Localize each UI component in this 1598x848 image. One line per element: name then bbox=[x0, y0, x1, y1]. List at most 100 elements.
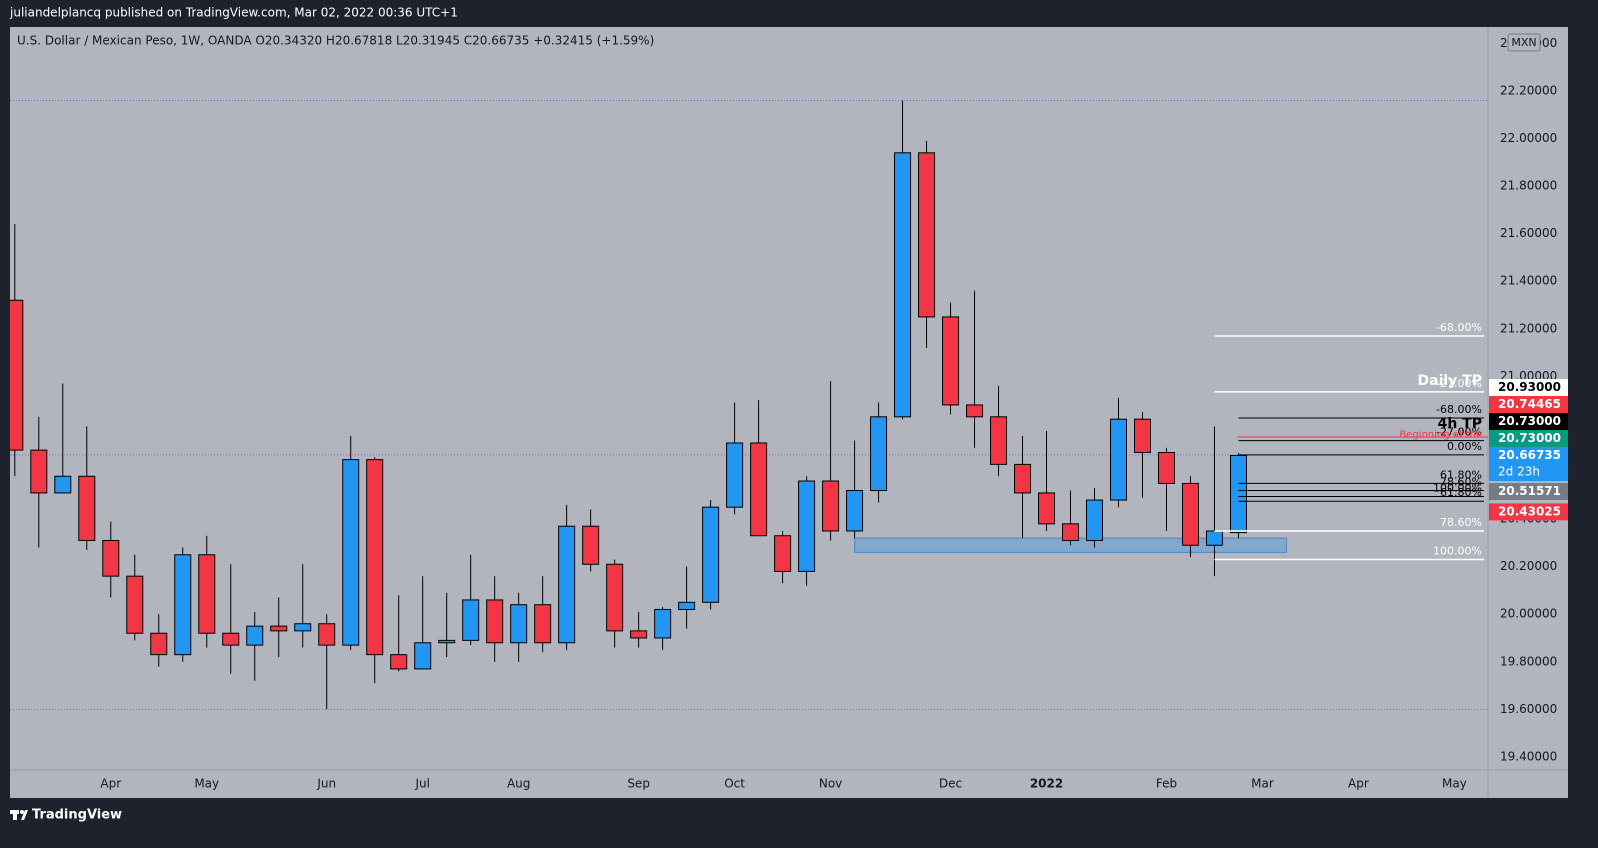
candle-body bbox=[990, 416, 1008, 465]
axes: 19.40000 19.60000 19.80000 20.00000 20.20000… bbox=[100, 36, 1568, 791]
candle-body bbox=[918, 152, 936, 318]
y-tick-label: 19.80000 bbox=[1500, 654, 1557, 668]
x-tick-label: May bbox=[1442, 777, 1467, 791]
x-tick-label: Nov bbox=[819, 777, 842, 791]
y-tick-label: 20.20000 bbox=[1500, 559, 1557, 573]
price-label: 20.73000 bbox=[1498, 431, 1561, 445]
price-label: 20.74465 bbox=[1498, 397, 1561, 411]
y-tick-label: 19.40000 bbox=[1500, 749, 1557, 763]
candle-body bbox=[174, 554, 192, 656]
price-label-box bbox=[1489, 412, 1568, 430]
candle-body bbox=[582, 525, 600, 565]
candle-body bbox=[150, 632, 168, 656]
candle-body bbox=[486, 599, 504, 644]
candle-body bbox=[606, 563, 624, 632]
candle-body bbox=[726, 442, 744, 508]
price-label: 20.51571 bbox=[1498, 484, 1561, 498]
candle-body bbox=[126, 575, 144, 634]
candle-body bbox=[1205, 530, 1223, 546]
candle-body bbox=[750, 442, 768, 537]
y-tick-label: 22.00000 bbox=[1500, 131, 1557, 145]
candle-body bbox=[438, 639, 456, 644]
price-label-box bbox=[1489, 395, 1568, 413]
fib-label: 0.00% bbox=[1447, 440, 1482, 453]
candle-body bbox=[678, 601, 696, 610]
fib-label: -68.00% bbox=[1436, 403, 1482, 416]
candle-body bbox=[246, 625, 264, 646]
fib-label: 100.00% bbox=[1433, 545, 1482, 558]
candle-body bbox=[1229, 454, 1247, 534]
y-tick-label: 21.40000 bbox=[1500, 274, 1557, 288]
fib-label: -68.00% bbox=[1436, 321, 1482, 334]
symbol-legend: U.S. Dollar / Mexican Peso, 1W, OANDA O2… bbox=[17, 34, 654, 48]
x-tick-label: Oct bbox=[724, 777, 745, 791]
y-tick-label: 21.60000 bbox=[1500, 226, 1557, 240]
price-label-box bbox=[1489, 429, 1568, 447]
annotation: Beginning of the bbox=[1399, 430, 1482, 441]
y-tick-label: 22.20000 bbox=[1500, 83, 1557, 97]
x-tick-label: Jun bbox=[316, 777, 336, 791]
candle-body bbox=[462, 599, 480, 641]
candle-body bbox=[510, 604, 528, 644]
price-label-box bbox=[1489, 503, 1568, 521]
candle-body bbox=[894, 152, 912, 418]
annotation: 4h TP bbox=[1438, 416, 1482, 432]
candle-body bbox=[534, 604, 552, 644]
fib-label: 61.80% bbox=[1440, 486, 1482, 499]
candle-body bbox=[78, 475, 96, 541]
candle-body bbox=[342, 459, 360, 646]
x-tick-label: Apr bbox=[1348, 777, 1369, 791]
y-tick-label: 20.00000 bbox=[1500, 607, 1557, 621]
y-tick-label: 21.80000 bbox=[1500, 179, 1557, 193]
price-label: 20.43025 bbox=[1498, 504, 1561, 518]
y-tick-label: 21.20000 bbox=[1500, 321, 1557, 335]
candle-body bbox=[1038, 492, 1056, 525]
price-label: 20.66735 bbox=[1498, 448, 1561, 462]
candle-body bbox=[414, 642, 432, 670]
logo bbox=[10, 810, 28, 820]
x-tick-label: Aug bbox=[507, 777, 530, 791]
price-label-box bbox=[1489, 446, 1568, 481]
candle-body bbox=[870, 416, 888, 492]
candle-body bbox=[966, 404, 984, 418]
candle-body bbox=[822, 480, 840, 532]
candle-body bbox=[1157, 451, 1175, 484]
fib-label: 78.60% bbox=[1440, 516, 1482, 529]
x-tick-label: Sep bbox=[627, 777, 650, 791]
x-tick-label: Feb bbox=[1156, 777, 1177, 791]
candle-body bbox=[294, 623, 312, 632]
fib-label: 61.80% bbox=[1440, 468, 1482, 481]
x-tick-label: Jul bbox=[414, 777, 429, 791]
candle-body bbox=[1014, 463, 1032, 494]
candle-body bbox=[942, 316, 960, 406]
price-label-box bbox=[1489, 378, 1568, 396]
candle-body bbox=[558, 525, 576, 644]
footer-brand: TradingView bbox=[32, 808, 122, 823]
candle-body bbox=[366, 459, 384, 656]
candle-body bbox=[846, 490, 864, 532]
price-label: 20.73000 bbox=[1498, 414, 1561, 428]
currency-badge bbox=[1507, 33, 1541, 52]
candle-body bbox=[1181, 482, 1199, 546]
candle-body bbox=[774, 535, 792, 572]
x-tick-label: Apr bbox=[100, 777, 121, 791]
candle-body bbox=[54, 475, 72, 494]
candle-body bbox=[30, 449, 48, 494]
fib-label: 100.00% bbox=[1433, 481, 1482, 494]
candle-body bbox=[654, 608, 672, 639]
candle-body bbox=[102, 539, 120, 577]
fib-label: -27.00% bbox=[1436, 377, 1482, 390]
candle-body bbox=[1110, 418, 1127, 501]
plot: -68.00%-27.00%78.60%100.00%-68.00%-27.00… bbox=[10, 99, 1488, 710]
candle-body bbox=[702, 506, 720, 603]
x-tick-label: May bbox=[194, 777, 219, 791]
price-countdown: 2d 23h bbox=[1498, 464, 1540, 478]
publish-info: juliandelplancq published on TradingView… bbox=[9, 6, 458, 20]
candle-body bbox=[270, 625, 288, 632]
x-tick-label: 2022 bbox=[1030, 777, 1063, 791]
candle-body bbox=[10, 299, 24, 451]
x-tick-label: Mar bbox=[1251, 777, 1274, 791]
candle-body bbox=[1062, 523, 1080, 541]
